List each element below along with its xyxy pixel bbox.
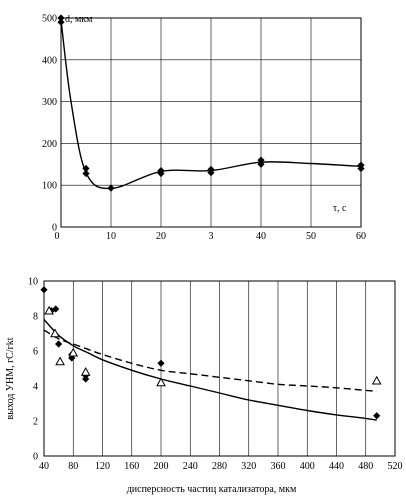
- chart-2-y-tick-label: 0: [33, 452, 38, 463]
- chart-1-data-point: [57, 18, 65, 26]
- chart-1-x-ticks: 0 10 20 3 40 50 60: [55, 231, 367, 242]
- chart-1-data-point: [157, 169, 165, 178]
- chart-1-grid: [61, 18, 361, 227]
- chart-1-data-point: [57, 14, 65, 22]
- chart-1-trend-line: [60, 20, 362, 190]
- chart-2-x-tick-label: 120: [95, 461, 110, 472]
- chart-2-y-tick-label: 4: [33, 382, 38, 393]
- chart-2-points: [40, 286, 382, 420]
- chart-2-frame: [43, 280, 396, 457]
- chart-2-y-tick-label: 8: [33, 312, 38, 323]
- chart-2-triangle-point: [55, 356, 65, 366]
- chart-2-x-tick-label: 480: [358, 461, 373, 472]
- chart-2-x-tick-label: 280: [212, 461, 227, 472]
- chart-2-triangle-point: [371, 375, 382, 385]
- chart-2-triangle-point: [80, 366, 91, 376]
- chart-2-triangle-point: [68, 347, 79, 357]
- chart-2-y-tick-label: 2: [33, 417, 38, 428]
- chart-2-x-tick-label: 200: [154, 461, 169, 472]
- chart-2-grid: [72, 281, 367, 456]
- chart-2-y-ticks: 0 2 4 6 8 10: [28, 277, 38, 463]
- chart-2-solid-trend-line: [43, 319, 377, 421]
- chart-2-triangle-point: [44, 305, 54, 315]
- chart-1-y-tick-label: 400: [42, 55, 57, 66]
- chart-2-x-ticks: 40 80 120 160 200 240 280 320 360 400 440 480 520: [39, 461, 403, 472]
- chart-1-y-tick-label: 500: [42, 14, 57, 25]
- chart-2-x-tick-label: 40: [39, 461, 49, 472]
- chart-2-diamond-point: [157, 359, 165, 367]
- chart-2-diamond-point: [55, 340, 63, 348]
- chart-1-data-point: [82, 169, 90, 178]
- chart-2-x-tick-label: 440: [329, 461, 344, 472]
- chart-1-data-point: [357, 164, 365, 173]
- chart-1-data-point: [207, 169, 215, 177]
- chart-2-x-tick-label: 160: [124, 461, 139, 472]
- chart-2-x-tick-label: 320: [241, 461, 256, 472]
- chart-2-diamond-point: [82, 375, 90, 383]
- chart-1-y-tick-label: 0: [52, 223, 57, 234]
- chart-2-diamond-point: [52, 305, 60, 313]
- chart-1-x-tick-label: 10: [106, 231, 116, 242]
- chart-2-x-tick-label: 400: [300, 461, 315, 472]
- chart-2-triangle-point: [156, 377, 166, 387]
- chart-1-x-axis-label: τ, c: [333, 203, 347, 214]
- chart-2-diamond-point: [40, 286, 48, 294]
- chart-1-x-tick-label: 60: [356, 231, 366, 242]
- chart-1-x-tick-label: 0: [55, 231, 60, 242]
- chart-2-dashed-trend-line: [43, 329, 377, 392]
- chart-2-y-axis-label: выход УНМ, гС/гkt: [5, 337, 16, 419]
- chart-1-data-point: [107, 184, 115, 192]
- chart-2-diamond-point: [373, 412, 381, 420]
- chart-2-x-tick-label: 240: [183, 461, 198, 472]
- chart-2-y-tick-label: 6: [33, 347, 38, 358]
- chart-1-y-tick-label: 200: [42, 139, 57, 150]
- chart-1-data-point: [82, 164, 90, 173]
- chart-1-y-axis-label: d, мкм: [65, 14, 93, 25]
- chart-1-y-tick-label: 100: [42, 181, 57, 192]
- chart-2-y-tick-label: 10: [28, 277, 38, 288]
- chart-2-x-axis-label: дисперсность частиц катализатора, мкм: [127, 484, 297, 495]
- chart-1-x-tick-label: 40: [256, 231, 266, 242]
- chart-2-x-tick-label: 360: [271, 461, 286, 472]
- chart-1-y-tick-label: 300: [42, 97, 57, 108]
- chart-1: 0 100 200 300 400 500 0 10 20 3 40 50 60 d, мкм τ, …: [42, 14, 366, 243]
- chart-1-data-point: [257, 160, 265, 168]
- chart-1-data-point: [257, 156, 265, 164]
- chart-1-y-ticks: 0 100 200 300 400 500: [42, 14, 57, 234]
- chart-2-triangle-point: [50, 328, 60, 338]
- chart-2-x-tick-label: 520: [388, 461, 403, 472]
- chart-1-x-tick-label: 20: [156, 231, 166, 242]
- chart-1-x-tick-label: 3: [209, 231, 214, 242]
- chart-2-x-tick-label: 80: [68, 461, 78, 472]
- chart-1-points: [57, 14, 365, 192]
- chart-1-frame: [60, 17, 362, 228]
- chart-1-x-tick-label: 50: [306, 231, 316, 242]
